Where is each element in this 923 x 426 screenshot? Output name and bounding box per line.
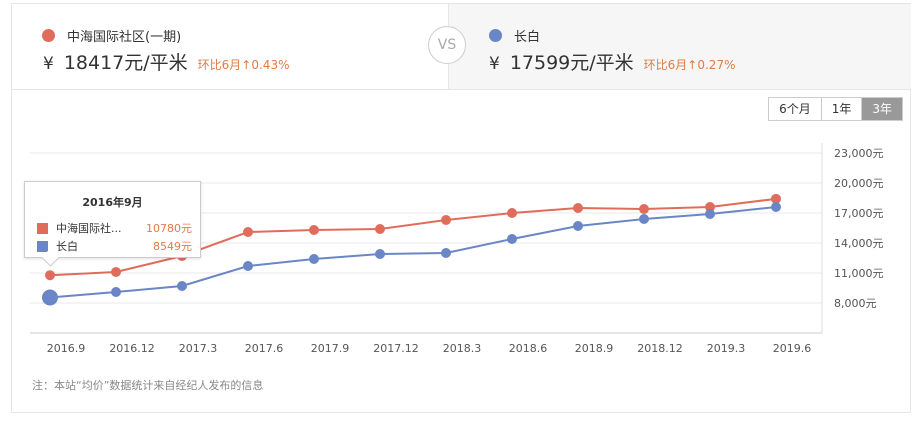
tooltip-series-value: 8549元 (153, 240, 192, 253)
legend-square-icon (37, 240, 48, 252)
community-name-right: 长白 (514, 30, 541, 45)
tooltip-series-name: 长白 (56, 240, 78, 253)
average-price-left: 18417元/平米 (63, 52, 188, 74)
community-name-left: 中海国际社区(一期) (67, 30, 182, 45)
community-left[interactable]: 中海国际社区(一期) ¥ 18417元/平米 环比6月↑0.43% (12, 4, 448, 89)
series-color-dot-left (42, 29, 55, 42)
community-right[interactable]: 长白 ¥ 17599元/平米 环比6月↑0.27% (448, 4, 911, 89)
tooltip-title: 2016年9月 (82, 196, 143, 209)
currency-symbol: ¥ (43, 54, 54, 74)
range-tab-3-years[interactable]: 3年 (862, 98, 902, 120)
range-tab-1-year[interactable]: 1年 (821, 98, 863, 120)
tooltip-series-name: 中海国际社... (56, 222, 122, 235)
tooltip-series-value: 10780元 (146, 222, 192, 235)
average-price-right: 17599元/平米 (509, 52, 634, 74)
price-comparison-card: 中海国际社区(一期) ¥ 18417元/平米 环比6月↑0.43% 长白 ¥ 1… (11, 3, 911, 413)
time-range-selector: 6个月 1年 3年 (768, 97, 903, 121)
mom-change-right: 环比6月↑0.27% (643, 58, 736, 72)
vs-badge: VS (428, 26, 466, 64)
range-tab-6-months[interactable]: 6个月 (769, 98, 822, 120)
series-color-dot-right (489, 29, 502, 42)
mom-change-left: 环比6月↑0.43% (197, 58, 290, 72)
tooltip-row-right: 长白 8549元 (37, 238, 192, 254)
currency-symbol: ¥ (489, 54, 500, 74)
data-source-note: 注：本站“均价”数据统计来自经纪人发布的信息 (32, 379, 264, 392)
legend-square-icon (37, 222, 48, 234)
tooltip-row-left: 中海国际社... 10780元 (37, 220, 192, 236)
chart-tooltip: 2016年9月 中海国际社... 10780元 长白 8549元 (24, 181, 201, 267)
comparison-header: 中海国际社区(一期) ¥ 18417元/平米 环比6月↑0.43% 长白 ¥ 1… (12, 4, 911, 90)
